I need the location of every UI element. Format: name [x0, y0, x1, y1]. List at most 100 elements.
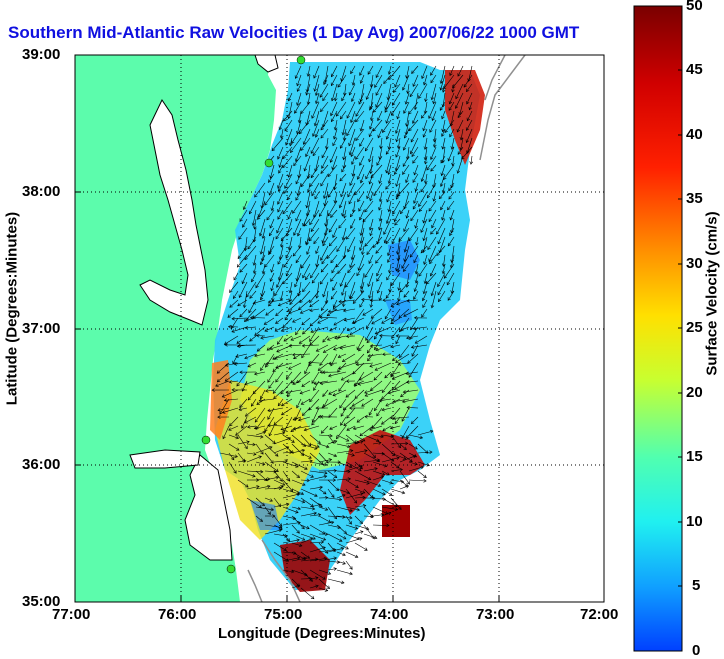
velocity-arrow-head	[385, 151, 390, 155]
velocity-arrow	[386, 155, 392, 173]
velocity-arrow	[354, 450, 368, 454]
velocity-arrow	[413, 191, 419, 204]
velocity-arrow	[282, 272, 293, 284]
velocity-arrow-head	[321, 165, 325, 169]
velocity-arrow-head	[349, 264, 353, 269]
velocity-arrow	[295, 209, 302, 222]
velocity-arrow	[353, 308, 365, 324]
velocity-arrow	[363, 533, 377, 539]
velocity-arrow	[440, 65, 446, 84]
velocity-arrow	[273, 416, 284, 425]
velocity-arrow	[309, 434, 321, 444]
velocity-arrow	[333, 299, 338, 308]
velocity-arrow-head	[227, 324, 232, 329]
velocity-arrow-head	[423, 81, 427, 86]
velocity-arrow-head	[389, 372, 394, 376]
velocity-arrow-head	[327, 173, 331, 178]
velocity-arrow-head	[340, 413, 344, 417]
colorbar-tick-label: 10	[686, 513, 703, 530]
velocity-arrow-head	[356, 419, 361, 423]
velocity-arrow-head	[275, 312, 279, 317]
velocity-arrow	[228, 443, 240, 451]
velocity-arrow	[327, 497, 342, 500]
velocity-arrow-head	[376, 438, 380, 442]
velocity-arrow-head	[265, 389, 269, 393]
velocity-arrow	[254, 353, 266, 357]
velocity-arrow-head	[364, 274, 368, 278]
velocity-arrow	[336, 524, 347, 534]
albemarle-sound	[129, 449, 201, 469]
velocity-arrow	[309, 290, 320, 303]
velocity-arrow-head	[314, 195, 318, 200]
y-tick-label: 39:00	[22, 46, 61, 63]
velocity-arrow-head	[270, 269, 274, 273]
velocity-arrow	[314, 191, 320, 200]
velocity-arrow	[370, 164, 383, 178]
velocity-arrow	[442, 182, 446, 193]
velocity-arrow	[309, 585, 319, 589]
velocity-arrow-head	[466, 117, 470, 122]
velocity-arrow	[352, 164, 356, 177]
velocity-arrow	[385, 182, 392, 190]
velocity-arrow-head	[289, 142, 293, 147]
velocity-arrow	[449, 65, 455, 76]
velocity-arrow	[423, 74, 428, 85]
velocity-arrow	[382, 425, 392, 432]
velocity-arrow	[375, 65, 383, 78]
velocity-arrow-head	[341, 303, 346, 308]
velocity-arrow-head	[359, 464, 363, 469]
velocity-arrow-head	[391, 317, 395, 322]
velocity-arrow	[367, 344, 374, 354]
velocity-arrow-head	[345, 394, 350, 398]
velocity-arrow-head	[295, 464, 299, 468]
velocity-arrow-head	[231, 388, 235, 392]
velocity-arrow	[265, 362, 275, 365]
velocity-arrow-head	[347, 193, 351, 198]
velocity-arrow-head	[377, 483, 382, 487]
velocity-arrow	[327, 533, 343, 542]
velocity-arrow	[309, 524, 326, 535]
velocity-arrow	[294, 272, 302, 288]
velocity-arrow-head	[390, 415, 394, 420]
velocity-arrow-head	[370, 514, 374, 519]
velocity-arrow-head	[373, 192, 377, 197]
velocity-arrow	[422, 290, 428, 301]
x-tick-label: 77:00	[52, 606, 91, 623]
velocity-arrow-head	[421, 297, 426, 302]
velocity-arrow-head	[394, 171, 398, 175]
velocity-arrow-head	[406, 380, 410, 384]
velocity-arrow-head	[426, 194, 431, 199]
velocity-arrow-head	[297, 292, 301, 297]
velocity-arrow	[398, 308, 410, 318]
velocity-arrow	[313, 380, 329, 384]
velocity-arrow	[268, 299, 275, 307]
velocity-arrow	[378, 200, 383, 211]
velocity-arrow	[273, 446, 289, 454]
velocity-arrow	[440, 173, 446, 187]
velocity-arrow	[421, 308, 428, 318]
velocity-arrow-head	[372, 109, 377, 113]
velocity-arrow-head	[457, 151, 461, 155]
velocity-arrow-head	[311, 192, 315, 197]
velocity-arrow	[408, 466, 424, 472]
velocity-arrow	[441, 209, 446, 221]
velocity-arrow	[343, 245, 347, 259]
velocity-arrow	[450, 254, 455, 268]
velocity-arrow	[412, 74, 419, 87]
velocity-arrow	[381, 479, 393, 484]
velocity-arrow	[260, 389, 266, 399]
velocity-arrow	[282, 470, 291, 482]
velocity-arrow-head	[239, 404, 243, 408]
velocity-arrow	[345, 479, 359, 488]
velocity-arrow	[255, 497, 265, 506]
velocity-arrow-head	[222, 435, 226, 440]
velocity-arrow	[396, 191, 401, 200]
velocity-arrow-head	[308, 237, 313, 242]
velocity-arrow-head	[237, 255, 242, 260]
velocity-arrow	[303, 218, 311, 227]
velocity-arrow-head	[408, 237, 412, 242]
velocity-arrow	[412, 200, 419, 210]
velocity-arrow	[254, 371, 266, 375]
velocity-arrow	[302, 344, 320, 347]
velocity-arrow	[369, 191, 374, 201]
